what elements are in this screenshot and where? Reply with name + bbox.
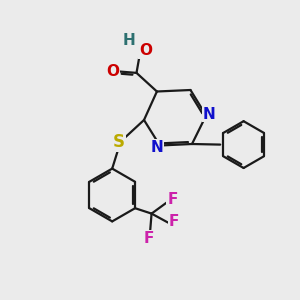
Text: F: F [143,231,154,246]
Text: N: N [203,106,215,122]
Text: N: N [151,140,163,154]
Text: S: S [113,133,125,151]
Text: O: O [106,64,119,79]
Text: H: H [122,33,135,48]
Text: F: F [167,192,178,207]
Text: F: F [169,214,179,230]
Text: O: O [139,43,152,58]
